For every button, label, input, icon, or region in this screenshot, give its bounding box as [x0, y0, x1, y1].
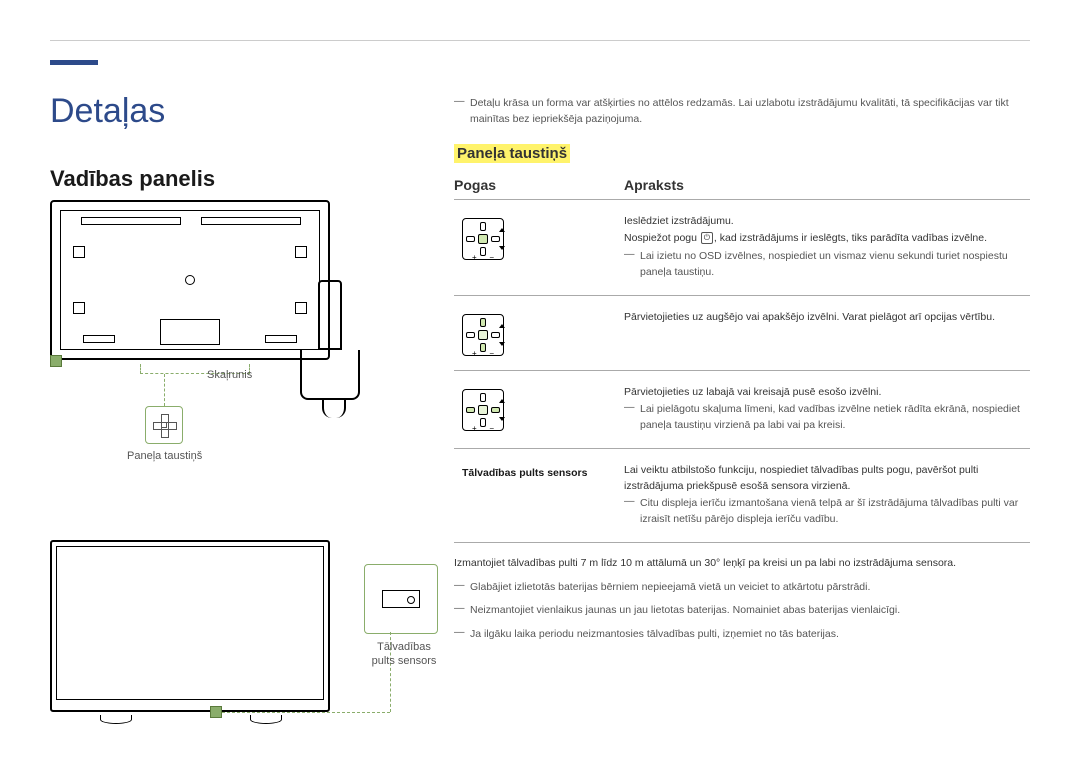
- vesa-hole-tl: [73, 246, 85, 258]
- sensor-callout-box: [364, 564, 438, 634]
- joy-up: [480, 222, 486, 231]
- row-divider: [454, 370, 1030, 371]
- monitor-stand: [300, 280, 360, 420]
- stand-neck: [318, 280, 342, 350]
- panel-key-callout-line: [164, 374, 165, 406]
- stand-base: [300, 350, 360, 400]
- row-description: Ieslēdziet izstrādājumu. Nospiežot pogu …: [624, 214, 1030, 281]
- joy-center: [478, 405, 488, 415]
- tv-stand-right: [250, 715, 280, 725]
- monitor-diagram: Skaļrunis Paneļa taustiņš: [50, 200, 330, 384]
- sensor-label: Tālvadības pults sensors: [364, 640, 444, 669]
- row-divider: [454, 542, 1030, 543]
- vent-bar-2: [201, 217, 301, 225]
- vesa-hole-bl: [73, 302, 85, 314]
- accent-bar: [50, 60, 98, 65]
- table-row: + − Ieslēdziet izstrādājumu. Nospiežot p…: [454, 206, 1030, 289]
- vesa-hole-tr: [295, 246, 307, 258]
- panel-key-callout-box: [145, 406, 183, 444]
- joy-left: +: [466, 236, 475, 242]
- ir-sensor-icon: [382, 590, 420, 608]
- left-column: Skaļrunis Paneļa taustiņš Tālvadības pul…: [50, 200, 430, 384]
- row-icon: + −: [454, 385, 624, 434]
- page-title: Detaļas: [50, 92, 165, 131]
- top-rule: [50, 40, 1030, 41]
- panel-key-label: Paneļa taustiņš: [127, 450, 202, 462]
- dpad-center-icon: [161, 422, 167, 428]
- desc-line: Pārvietojieties uz labajā vai kreisajā p…: [624, 385, 1030, 401]
- center-hole: [185, 275, 195, 285]
- desc-post: , kad izstrādājums ir ieslēgts, tiks par…: [714, 232, 987, 244]
- row-description: Pārvietojieties uz labajā vai kreisajā p…: [624, 385, 1030, 434]
- desc-line: Pārvietojieties uz augšējo vai apakšējo …: [624, 310, 1030, 326]
- desc-subnote: Citu displeja ierīču izmantošana vienā t…: [624, 496, 1030, 528]
- row-description: Lai veiktu atbilstošo funkciju, nospiedi…: [624, 463, 1030, 528]
- row-icon: + −: [454, 214, 624, 281]
- bottom-note-line: Ja ilgāku laika periodu neizmantosies tā…: [454, 626, 1030, 644]
- tv-screen: [56, 546, 324, 700]
- sensor-row-label: Tālvadības pults sensors: [462, 467, 587, 479]
- joy-left: +: [466, 332, 475, 338]
- joy-right-highlighted: −: [491, 407, 500, 413]
- bottom-notes: Izmantojiet tālvadības pulti 7 m līdz 10…: [454, 555, 1030, 644]
- speaker-grille-l: [83, 335, 115, 343]
- row-icon: Tālvadības pults sensors: [454, 463, 624, 528]
- tv-diagram: [50, 540, 330, 720]
- dpad-icon: [153, 414, 175, 436]
- desc-line: Ieslēdziet izstrādājumu.: [624, 214, 1030, 230]
- joystick-press-icon: + −: [462, 218, 504, 260]
- joy-down: [480, 418, 486, 427]
- bottom-note-line: Neizmantojiet vienlaikus jaunas un jau l…: [454, 602, 1030, 620]
- joy-center: [478, 330, 488, 340]
- column-header-description: Apraksts: [624, 177, 1030, 193]
- speaker-label: Skaļrunis: [207, 369, 252, 381]
- joy-down-highlighted: [480, 343, 486, 352]
- top-note: Detaļu krāsa un forma var atšķirties no …: [454, 96, 1030, 128]
- desc-line: Lai veiktu atbilstošo funkciju, nospiedi…: [624, 463, 1030, 495]
- joy-down: [480, 247, 486, 256]
- table-row: + − Pārvietojieties uz labajā vai kreisa…: [454, 377, 1030, 442]
- desc-pre: Nospiežot pogu: [624, 232, 700, 244]
- right-column: Detaļu krāsa un forma var atšķirties no …: [454, 96, 1030, 644]
- section-heading: Paneļa taustiņš: [454, 144, 570, 163]
- desc-subnote: Lai izietu no OSD izvēlnes, nospiediet u…: [624, 249, 1030, 281]
- column-header-buttons: Pogas: [454, 177, 624, 193]
- desc-line: Nospiežot pogu ⏻, kad izstrādājums ir ie…: [624, 231, 1030, 247]
- tv-frame: [50, 540, 330, 712]
- row-description: Pārvietojieties uz augšējo vai apakšējo …: [624, 310, 1030, 356]
- joy-center-highlighted: [478, 234, 488, 244]
- joy-right: −: [491, 332, 500, 338]
- monitor-back-frame: [50, 200, 330, 360]
- table-row: Tālvadības pults sensors Lai veiktu atbi…: [454, 455, 1030, 536]
- joystick-leftright-icon: + −: [462, 389, 504, 431]
- bottom-note-line: Glabājiet izlietotās baterijas bērniem n…: [454, 579, 1030, 597]
- row-divider: [454, 199, 1030, 200]
- row-divider: [454, 448, 1030, 449]
- vent-bar-1: [81, 217, 181, 225]
- sensor-callout-dot: [210, 706, 222, 718]
- bottom-note-line: Izmantojiet tālvadības pulti 7 m līdz 10…: [454, 555, 1030, 573]
- row-divider: [454, 295, 1030, 296]
- table-header: Pogas Apraksts: [454, 177, 1030, 193]
- tv-stand-left: [100, 715, 130, 725]
- monitor-inner: [60, 210, 320, 350]
- page-subtitle: Vadības panelis: [50, 166, 215, 192]
- power-button-inline-icon: ⏻: [701, 232, 713, 244]
- joy-left-highlighted: +: [466, 407, 475, 413]
- joystick-updown-icon: + −: [462, 314, 504, 356]
- port-block: [160, 319, 220, 345]
- joy-up-highlighted: [480, 318, 486, 327]
- joy-up: [480, 393, 486, 402]
- desc-subnote: Lai pielāgotu skaļuma līmeni, kad vadība…: [624, 402, 1030, 434]
- speaker-grille-r: [265, 335, 297, 343]
- speaker-callout-dot: [50, 355, 62, 367]
- joy-right: −: [491, 236, 500, 242]
- sensor-callout-line-h: [222, 712, 390, 713]
- row-icon: + −: [454, 310, 624, 356]
- table-row: + − Pārvietojieties uz augšējo vai apakš…: [454, 302, 1030, 364]
